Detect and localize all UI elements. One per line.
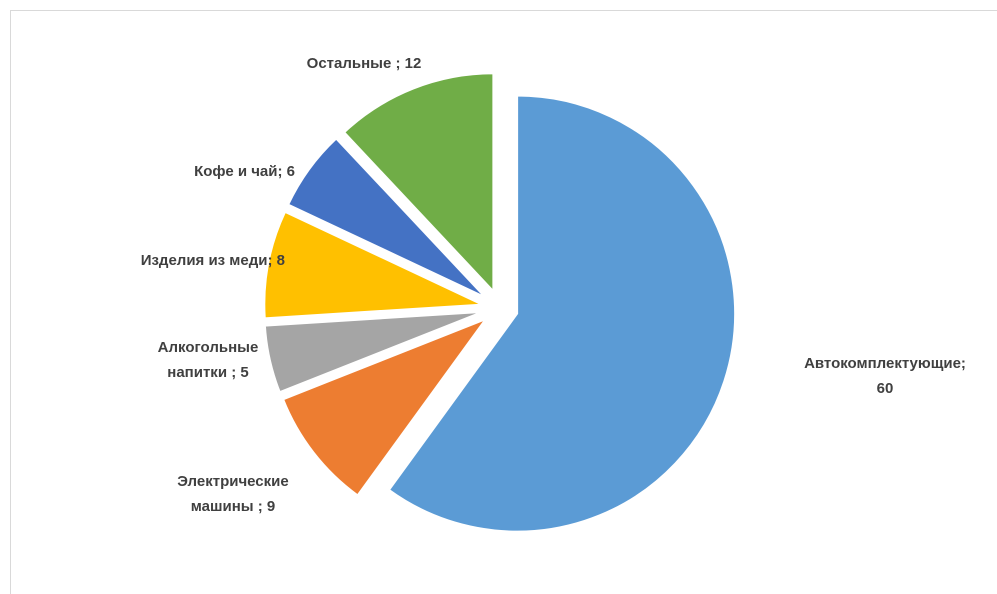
pie-slice-label-0: Автокомплектующие; 60	[804, 355, 966, 397]
pie-slice-0	[387, 94, 737, 533]
pie-slice-label-3: Изделия из меди; 8	[141, 252, 285, 269]
pie-slice-label-line: Кофе и чай; 6	[194, 163, 295, 180]
pie-slices	[263, 72, 737, 533]
pie-slice-label-line: Остальные ; 12	[307, 55, 422, 72]
pie-slice-label-5: Остальные ; 12	[307, 55, 422, 72]
pie-slice-label-line: Электрические	[177, 473, 288, 490]
pie-slice-1	[281, 316, 489, 497]
pie-slice-3	[263, 210, 483, 320]
pie-slice-4	[286, 137, 487, 299]
pie-slice-2	[263, 310, 483, 394]
pie-slice-5	[342, 72, 495, 294]
pie-slice-label-1: Электрические машины ; 9	[177, 473, 288, 515]
pie-slice-label-line: машины ; 9	[191, 498, 276, 515]
pie-slice-label-line: напитки ; 5	[167, 364, 248, 381]
pie-labels: Автокомплектующие; 60 Электрические машины …	[141, 55, 966, 515]
chart-frame	[10, 10, 997, 594]
pie-slice-label-4: Кофе и чай; 6	[194, 163, 295, 180]
pie-slice-label-line: 60	[877, 380, 894, 397]
pie-slice-label-2: Алкогольные напитки ; 5	[158, 339, 259, 381]
pie-slice-label-line: Изделия из меди; 8	[141, 252, 285, 269]
pie-slice-label-line: Алкогольные	[158, 339, 259, 356]
pie-slice-label-line: Автокомплектующие;	[804, 355, 966, 372]
